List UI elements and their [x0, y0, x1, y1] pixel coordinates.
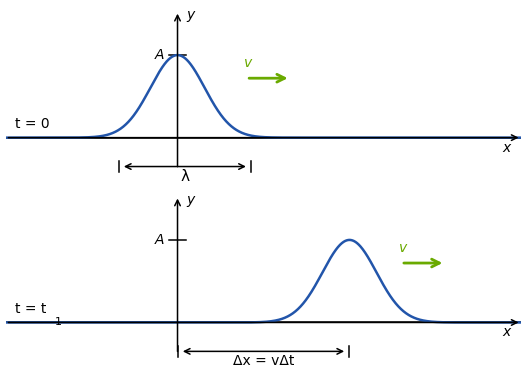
Text: x: x [503, 141, 511, 155]
Text: λ: λ [180, 169, 189, 184]
Text: x: x [503, 325, 511, 339]
Text: v: v [398, 241, 407, 255]
Text: v: v [244, 56, 252, 70]
Text: 1: 1 [55, 317, 62, 326]
Text: Δx = vΔt: Δx = vΔt [233, 354, 294, 368]
Text: A: A [154, 48, 164, 62]
Text: t = t: t = t [15, 302, 47, 316]
Text: t = 0: t = 0 [15, 117, 50, 131]
Text: y: y [187, 193, 194, 207]
Text: A: A [154, 233, 164, 247]
Text: y: y [187, 8, 194, 23]
